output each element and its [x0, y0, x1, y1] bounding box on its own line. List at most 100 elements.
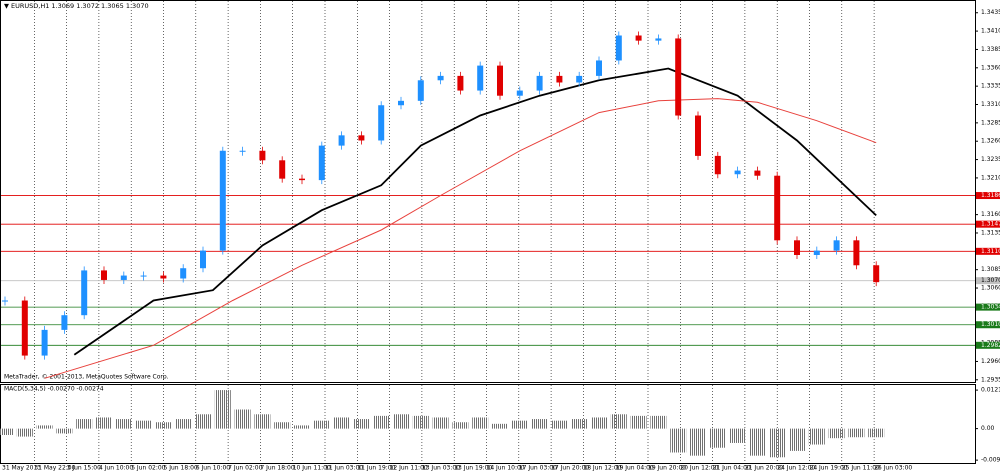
x-tick-label: 24 Jun 12:00 [777, 465, 815, 472]
macd-bar [610, 414, 627, 429]
candle [873, 265, 880, 283]
candle [536, 75, 543, 91]
candle [101, 270, 107, 280]
macd-bar [155, 422, 172, 429]
moving-average [73, 67, 877, 356]
x-tick-label: 26 Jun 03:00 [874, 465, 912, 472]
x-tick-label: 12 Jun 11:00 [390, 465, 428, 472]
candle [477, 65, 484, 91]
y-tick-label: 1.3310 [981, 101, 1000, 108]
candle [180, 268, 187, 279]
y-tick-label: 1.3060 [981, 285, 1000, 292]
macd-bar [96, 417, 112, 429]
macd-bar [432, 417, 449, 429]
x-tick-label: 13 Jun 19:00 [454, 465, 492, 472]
y-tick-label: 1.3285 [981, 119, 1000, 126]
candle [556, 75, 563, 83]
macd-bar [135, 420, 152, 429]
macd-bar [848, 428, 865, 438]
macd-bar [56, 428, 73, 434]
x-tick-label: 14 Jun 10:00 [487, 465, 525, 472]
x-tick-label: 18 Jun 12:00 [583, 465, 621, 472]
level-tag [976, 303, 1000, 311]
level-label: 1.3110 [981, 248, 1000, 255]
candle [655, 38, 662, 41]
candle [2, 300, 8, 302]
candle [338, 135, 345, 146]
macd-bar [729, 428, 746, 443]
level-label: 1.2982 [981, 342, 1000, 349]
candle [437, 75, 444, 81]
candle [417, 80, 424, 101]
macd-bar [789, 428, 805, 451]
macd-bar [412, 415, 429, 429]
y-tick-label: 1.3135 [981, 229, 1000, 236]
level-label: 1.3070 [981, 277, 1000, 284]
candle [457, 75, 464, 91]
macd-bar [670, 428, 687, 453]
macd-bar [452, 422, 469, 429]
macd-bar [234, 409, 251, 429]
macd-bar [492, 423, 508, 429]
candle [635, 35, 642, 41]
macd-bar [294, 425, 310, 429]
x-tick-label: 25 Jun 11:00 [842, 465, 880, 472]
x-tick-label: 13 Jun 03:00 [422, 465, 460, 472]
macd-bar [650, 415, 667, 429]
macd-title: MACD(5,34,5) -0.00270 -0.00274 [4, 386, 104, 393]
candle [398, 100, 404, 106]
level-label: 1.3034 [981, 304, 1000, 311]
level-tag [976, 220, 1000, 228]
candle [754, 170, 761, 176]
candle [813, 250, 820, 255]
candle [21, 300, 28, 356]
candle [576, 75, 583, 83]
y-tick-label: 1.3235 [981, 156, 1000, 163]
x-tick-label: 19 Jun 04:00 [616, 465, 654, 472]
macd-bar [393, 414, 409, 429]
macd-bar [690, 428, 706, 456]
candle [714, 155, 721, 175]
x-tick-label: 7 Jun 18:00 [260, 465, 294, 472]
macd-bar [709, 428, 726, 448]
candle [734, 170, 741, 175]
macd-bar [551, 420, 568, 429]
candle [596, 60, 602, 76]
candle [794, 240, 800, 255]
candle [497, 65, 503, 96]
candle [378, 105, 385, 141]
x-tick-label: 24 Jun 19:00 [810, 465, 848, 472]
candle [219, 150, 226, 251]
macd-bar [214, 390, 231, 429]
macd-bar [313, 420, 330, 429]
candle [279, 160, 286, 179]
moving-average [44, 98, 877, 379]
macd-bar [571, 419, 588, 429]
level-label: 1.3147 [981, 221, 1000, 228]
x-tick-label: 19 Jun 20:00 [648, 465, 686, 472]
y-tick-label: 1.2960 [981, 358, 1000, 365]
x-tick-label: 31 May 2013 [2, 465, 41, 472]
y-tick-label: 1.3260 [981, 138, 1000, 145]
macd-bar [175, 419, 192, 429]
macd-bar [749, 428, 766, 456]
candle [140, 275, 147, 277]
macd-bar [115, 419, 132, 429]
x-tick-label: 31 May 22:00 [34, 465, 75, 472]
macd-bar [472, 417, 489, 429]
candle [239, 150, 246, 152]
macd-bar [531, 419, 548, 429]
macd-bar [16, 428, 33, 437]
symbol-header: ▼ [4, 2, 9, 10]
copyright: MetaTrader, © 2001-2013, MetaQuotes Soft… [4, 374, 169, 381]
macd-bar [195, 414, 211, 429]
candle [259, 150, 266, 161]
candle [160, 275, 167, 279]
x-tick-label: 5 Jun 18:00 [164, 465, 198, 472]
x-tick-label: 3 Jun 15:00 [67, 465, 101, 472]
macd-bar [353, 419, 370, 429]
y-tick-label: 1.3085 [981, 266, 1000, 273]
candle [120, 275, 127, 280]
y-tick-label: -0.0099 [981, 457, 1000, 464]
